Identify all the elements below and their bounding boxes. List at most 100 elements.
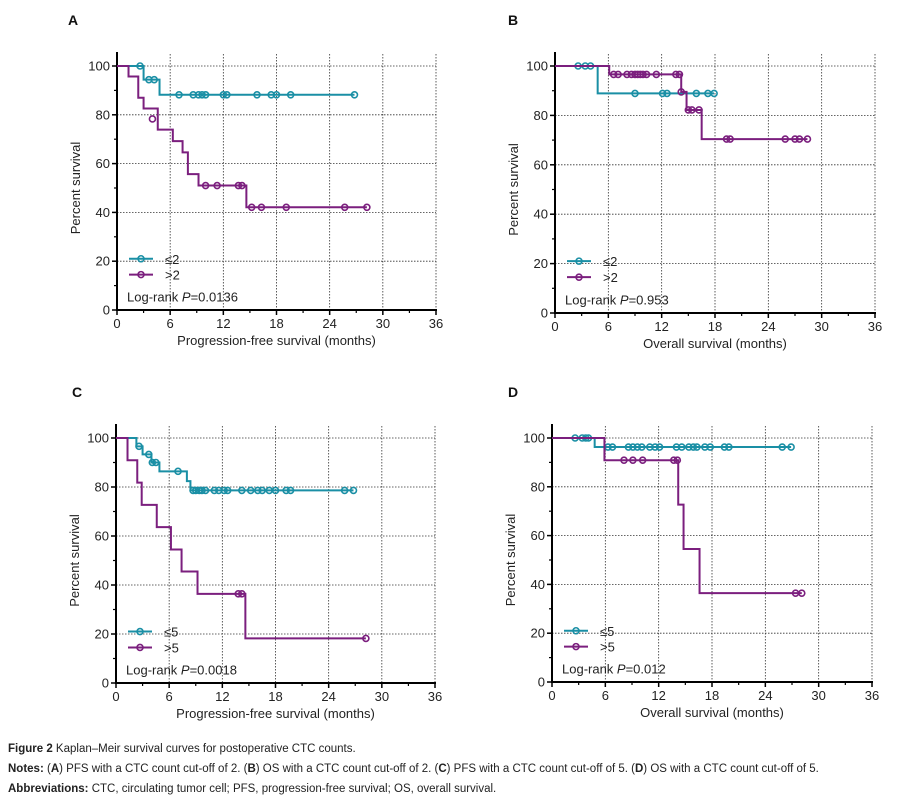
censor-mark	[706, 443, 715, 451]
x-tick-label: 18	[269, 316, 283, 331]
x-tick-label: 36	[865, 688, 879, 703]
y-tick-label: 40	[95, 578, 109, 593]
x-tick-label: 36	[868, 319, 882, 334]
legend-label: >2	[165, 268, 180, 283]
censor-mark	[349, 486, 358, 495]
x-tick-label: 12	[654, 319, 668, 334]
censor-mark	[150, 75, 159, 84]
censor-mark	[781, 135, 790, 143]
x-tick-label: 36	[429, 316, 443, 331]
x-tick-label: 24	[758, 688, 772, 703]
censor-mark	[778, 443, 787, 451]
notes-panel-ref: D	[634, 763, 644, 775]
censor-mark	[795, 135, 804, 143]
figure-label: Figure 2	[8, 743, 53, 755]
y-tick-label: 100	[523, 431, 545, 446]
censor-mark	[148, 115, 157, 123]
series-high	[555, 65, 812, 143]
panel-label: A	[68, 12, 78, 28]
censor-mark	[194, 90, 203, 99]
x-axis-title: Overall survival (months)	[643, 336, 787, 351]
censor-mark	[689, 443, 698, 451]
figure-caption-title: Figure 2 Kaplan–Meir survival curves for…	[8, 739, 913, 759]
survival-curve	[116, 437, 354, 492]
legend: ≤2>2	[567, 254, 618, 285]
y-tick-label: 40	[96, 205, 110, 220]
x-tick-label: 12	[216, 316, 230, 331]
series-high	[116, 437, 370, 643]
y-axis-title: Percent survival	[68, 142, 83, 235]
figure-abbreviations: Abbreviations: CTC, circulating tumor ce…	[8, 779, 913, 799]
censor-mark	[675, 70, 684, 79]
y-axis-title: Percent survival	[503, 514, 518, 607]
notes-text: (	[43, 763, 51, 775]
notes-text: ) OS with a CTC count cut-off of 5.	[643, 763, 819, 775]
censor-mark	[340, 203, 349, 212]
km-panel-b: B 0 20 40 60 80 100 0 6 12 18 24 30 36 Overall surviva…	[506, 12, 882, 351]
y-tick-label: 40	[534, 207, 548, 222]
censor-mark	[669, 456, 678, 465]
censor-mark	[234, 590, 243, 598]
legend-swatch-marker	[136, 627, 144, 636]
survival-curve	[116, 437, 366, 640]
censor-mark	[201, 181, 210, 190]
censor-mark	[258, 486, 267, 495]
logrank-prefix: Log-rank	[127, 289, 182, 304]
censor-mark	[693, 443, 701, 451]
legend-label: ≤2	[603, 254, 617, 269]
abbreviations-label: Abbreviations:	[8, 783, 89, 795]
censor-mark	[135, 442, 143, 451]
series-high	[552, 437, 806, 597]
y-tick-label: 20	[534, 256, 548, 271]
logrank-prefix: Log-rank	[565, 292, 620, 307]
km-panel-a: A 0 20 40 60 80 100 0 6 12 18 24 30 36 Progression-fre…	[68, 12, 443, 348]
censor-mark	[803, 135, 812, 143]
figure-title: Kaplan–Meir survival curves for postoper…	[52, 743, 356, 755]
x-tick-label: 12	[651, 688, 665, 703]
x-tick-label: 6	[605, 319, 612, 334]
y-tick-label: 80	[534, 108, 548, 123]
notes-panel-ref: A	[50, 763, 60, 775]
y-tick-label: 0	[538, 675, 545, 690]
censor-mark	[797, 589, 806, 597]
x-tick-label: 0	[551, 319, 558, 334]
censor-mark	[201, 486, 210, 495]
x-tick-label: 30	[375, 689, 389, 704]
legend-label: ≤5	[600, 624, 614, 639]
censor-mark	[629, 456, 637, 465]
y-tick-label: 60	[531, 528, 545, 543]
x-tick-label: 18	[705, 688, 719, 703]
x-tick-label: 6	[167, 316, 174, 331]
censor-mark	[677, 88, 686, 96]
censor-mark	[692, 89, 701, 98]
logrank-prefix: Log-rank	[126, 662, 181, 677]
logrank-annotation: Log-rank P=0.0018	[126, 662, 237, 677]
censor-mark	[175, 90, 183, 99]
y-tick-label: 100	[87, 431, 109, 446]
survival-curve	[552, 437, 802, 595]
notes-text: ) PFS with a CTC count cut-off of 2. (	[59, 763, 248, 775]
censor-mark	[651, 443, 659, 451]
censor-mark	[608, 443, 617, 451]
censor-mark	[286, 90, 295, 99]
censor-mark	[282, 203, 291, 212]
censor-mark	[223, 90, 231, 99]
censor-mark	[725, 443, 733, 451]
logrank-annotation: Log-rank P=0.012	[562, 661, 666, 676]
censor-mark	[629, 443, 637, 451]
logrank-p-symbol: P	[181, 662, 190, 677]
censor-mark	[685, 443, 693, 451]
logrank-prefix: Log-rank	[562, 661, 617, 676]
y-tick-label: 60	[95, 529, 109, 544]
censor-mark	[253, 486, 262, 495]
censor-mark	[174, 467, 182, 476]
y-tick-label: 20	[95, 627, 109, 642]
censor-mark	[238, 486, 246, 495]
y-tick-label: 40	[531, 577, 545, 592]
censor-mark	[695, 106, 703, 114]
legend-swatch-marker	[136, 643, 144, 652]
legend-label: ≤2	[165, 252, 179, 267]
censor-mark	[198, 90, 206, 99]
panel-label: D	[508, 384, 518, 400]
